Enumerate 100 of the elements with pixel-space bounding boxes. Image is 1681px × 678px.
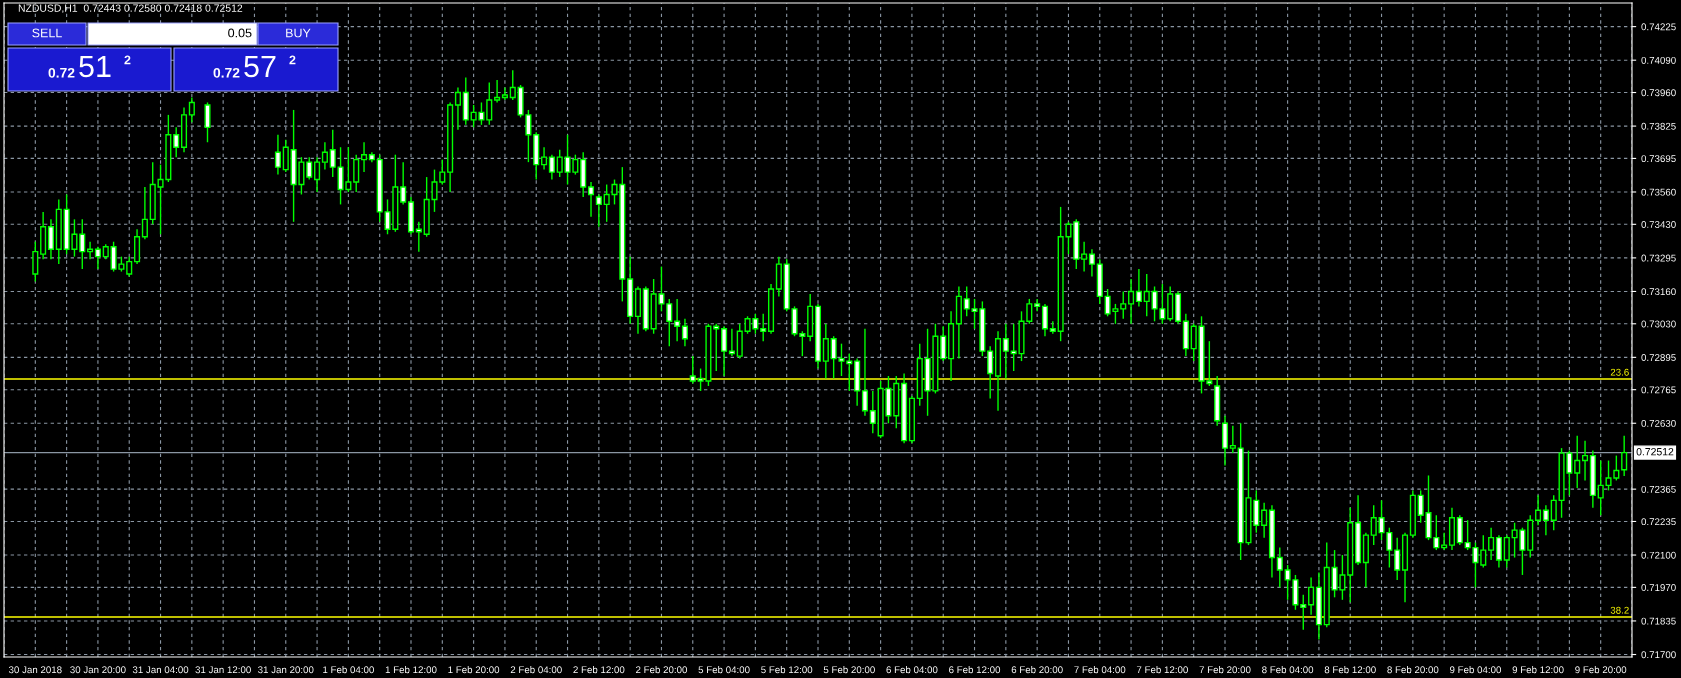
y-tick-label: 0.73295 bbox=[1641, 254, 1676, 262]
annotation: 2 bbox=[289, 55, 296, 65]
candlestick bbox=[1308, 576, 1315, 616]
candlestick bbox=[1550, 494, 1557, 531]
x-tick-label: 31 Jan 12:00 bbox=[195, 666, 251, 674]
candlestick bbox=[274, 134, 281, 176]
candlestick bbox=[1088, 248, 1095, 278]
x-tick-label: 2 Feb 20:00 bbox=[636, 666, 688, 674]
candlestick bbox=[501, 86, 508, 101]
x-tick-label: 1 Feb 04:00 bbox=[323, 666, 374, 674]
y-tick-label: 0.73030 bbox=[1641, 320, 1676, 328]
candlestick bbox=[987, 345, 994, 400]
candlestick bbox=[760, 313, 767, 342]
candlestick bbox=[47, 218, 55, 260]
candlestick bbox=[728, 328, 735, 357]
x-tick-label: 9 Feb 12:00 bbox=[1512, 666, 1564, 674]
x-tick-label: 2 Feb 04:00 bbox=[510, 666, 562, 674]
candlestick bbox=[173, 126, 180, 158]
y-tick-label: 0.73825 bbox=[1641, 122, 1676, 130]
ref-line-label: 0.72512 bbox=[1636, 448, 1674, 456]
candlestick bbox=[1143, 273, 1150, 318]
candlestick bbox=[1394, 536, 1401, 581]
x-tick-label: 6 Feb 04:00 bbox=[886, 666, 938, 674]
x-tick-label: 9 Feb 20:00 bbox=[1575, 666, 1627, 674]
candlestick bbox=[94, 246, 101, 270]
candlestick bbox=[1120, 290, 1127, 320]
candlestick bbox=[689, 355, 696, 385]
annotation: 2 bbox=[124, 55, 131, 65]
y-tick-label: 0.72100 bbox=[1641, 551, 1676, 559]
x-tick-label: 5 Feb 12:00 bbox=[761, 666, 813, 674]
y-tick-label: 0.73160 bbox=[1641, 288, 1676, 296]
x-tick-label: 8 Feb 20:00 bbox=[1387, 666, 1439, 674]
candlestick bbox=[79, 218, 86, 270]
candlestick bbox=[869, 390, 876, 434]
y-tick-label: 0.73695 bbox=[1641, 155, 1676, 163]
x-tick-label: 8 Feb 04:00 bbox=[1262, 666, 1314, 674]
candlestick bbox=[486, 81, 493, 126]
x-tick-label: 30 Jan 2018 bbox=[8, 666, 62, 674]
y-tick-label: 0.71970 bbox=[1641, 584, 1676, 591]
x-tick-label: 7 Feb 12:00 bbox=[1136, 666, 1188, 674]
annotation: 57 bbox=[244, 55, 276, 78]
candlestick bbox=[721, 325, 728, 377]
candlestick bbox=[595, 193, 602, 228]
candlestick bbox=[329, 129, 336, 178]
candlestick bbox=[1081, 241, 1088, 273]
x-tick-label: 6 Feb 12:00 bbox=[949, 666, 1001, 674]
candlestick bbox=[494, 79, 501, 104]
candlestick bbox=[1574, 434, 1581, 489]
candlestick bbox=[1041, 303, 1049, 337]
y-tick-label: 0.72630 bbox=[1641, 419, 1676, 427]
candlestick bbox=[509, 69, 516, 101]
candlestick bbox=[674, 298, 681, 342]
y-tick-label: 0.72765 bbox=[1641, 386, 1676, 394]
annotation: 51 bbox=[79, 55, 111, 78]
annotation: 0.72 bbox=[213, 67, 240, 78]
candlestick bbox=[1488, 526, 1495, 561]
x-tick-label: 2 Feb 12:00 bbox=[573, 666, 625, 674]
candlestick bbox=[306, 156, 313, 181]
candlestick bbox=[454, 86, 462, 131]
y-tick-label: 0.73960 bbox=[1641, 89, 1676, 97]
annotation: 23.6 bbox=[1610, 368, 1629, 376]
candlestick bbox=[1542, 504, 1549, 536]
x-tick-label: 30 Jan 20:00 bbox=[70, 666, 126, 674]
x-tick-label: 5 Feb 04:00 bbox=[698, 666, 750, 674]
candlestick bbox=[141, 186, 148, 240]
candlestick bbox=[282, 139, 289, 173]
chart-title: NZDUSD,H1 0.72443 0.72580 0.72418 0.72512 bbox=[18, 4, 243, 14]
x-tick-label: 8 Feb 12:00 bbox=[1324, 666, 1376, 674]
y-tick-label: 0.74090 bbox=[1641, 56, 1676, 64]
x-tick-label: 1 Feb 20:00 bbox=[448, 666, 500, 674]
candlestick bbox=[1049, 320, 1056, 335]
candlestick bbox=[1135, 268, 1142, 308]
x-tick-label: 31 Jan 04:00 bbox=[132, 666, 189, 674]
x-tick-label: 7 Feb 04:00 bbox=[1074, 666, 1126, 674]
candlestick bbox=[1261, 502, 1268, 539]
y-tick-label: 0.73560 bbox=[1641, 188, 1676, 196]
y-tick-label: 0.73430 bbox=[1641, 221, 1676, 228]
annotation: 38.2 bbox=[1610, 606, 1629, 614]
candlestick bbox=[321, 141, 328, 171]
candlestick bbox=[314, 156, 321, 193]
annotation: 0.72 bbox=[48, 67, 75, 78]
candlestick bbox=[1503, 534, 1510, 569]
candlestick bbox=[541, 146, 548, 171]
candlestick bbox=[1300, 594, 1307, 631]
candlestick bbox=[1581, 439, 1589, 482]
candlestick bbox=[32, 241, 39, 283]
candlestick bbox=[1441, 531, 1448, 551]
candlestick bbox=[822, 323, 829, 380]
x-tick-label: 5 Feb 20:00 bbox=[823, 666, 875, 674]
x-tick-label: 7 Feb 20:00 bbox=[1199, 666, 1251, 674]
y-tick-label: 0.71835 bbox=[1641, 617, 1676, 625]
x-tick-label: 1 Feb 12:00 bbox=[385, 666, 437, 674]
candlestick bbox=[548, 153, 555, 181]
candlestick bbox=[87, 241, 94, 260]
candlestick bbox=[1002, 323, 1009, 380]
y-tick-label: 0.72895 bbox=[1641, 354, 1676, 361]
candlestick bbox=[1621, 434, 1628, 477]
x-tick-label: 6 Feb 20:00 bbox=[1011, 666, 1063, 674]
candlestick bbox=[1034, 298, 1041, 313]
y-tick-label: 0.72365 bbox=[1641, 485, 1676, 493]
